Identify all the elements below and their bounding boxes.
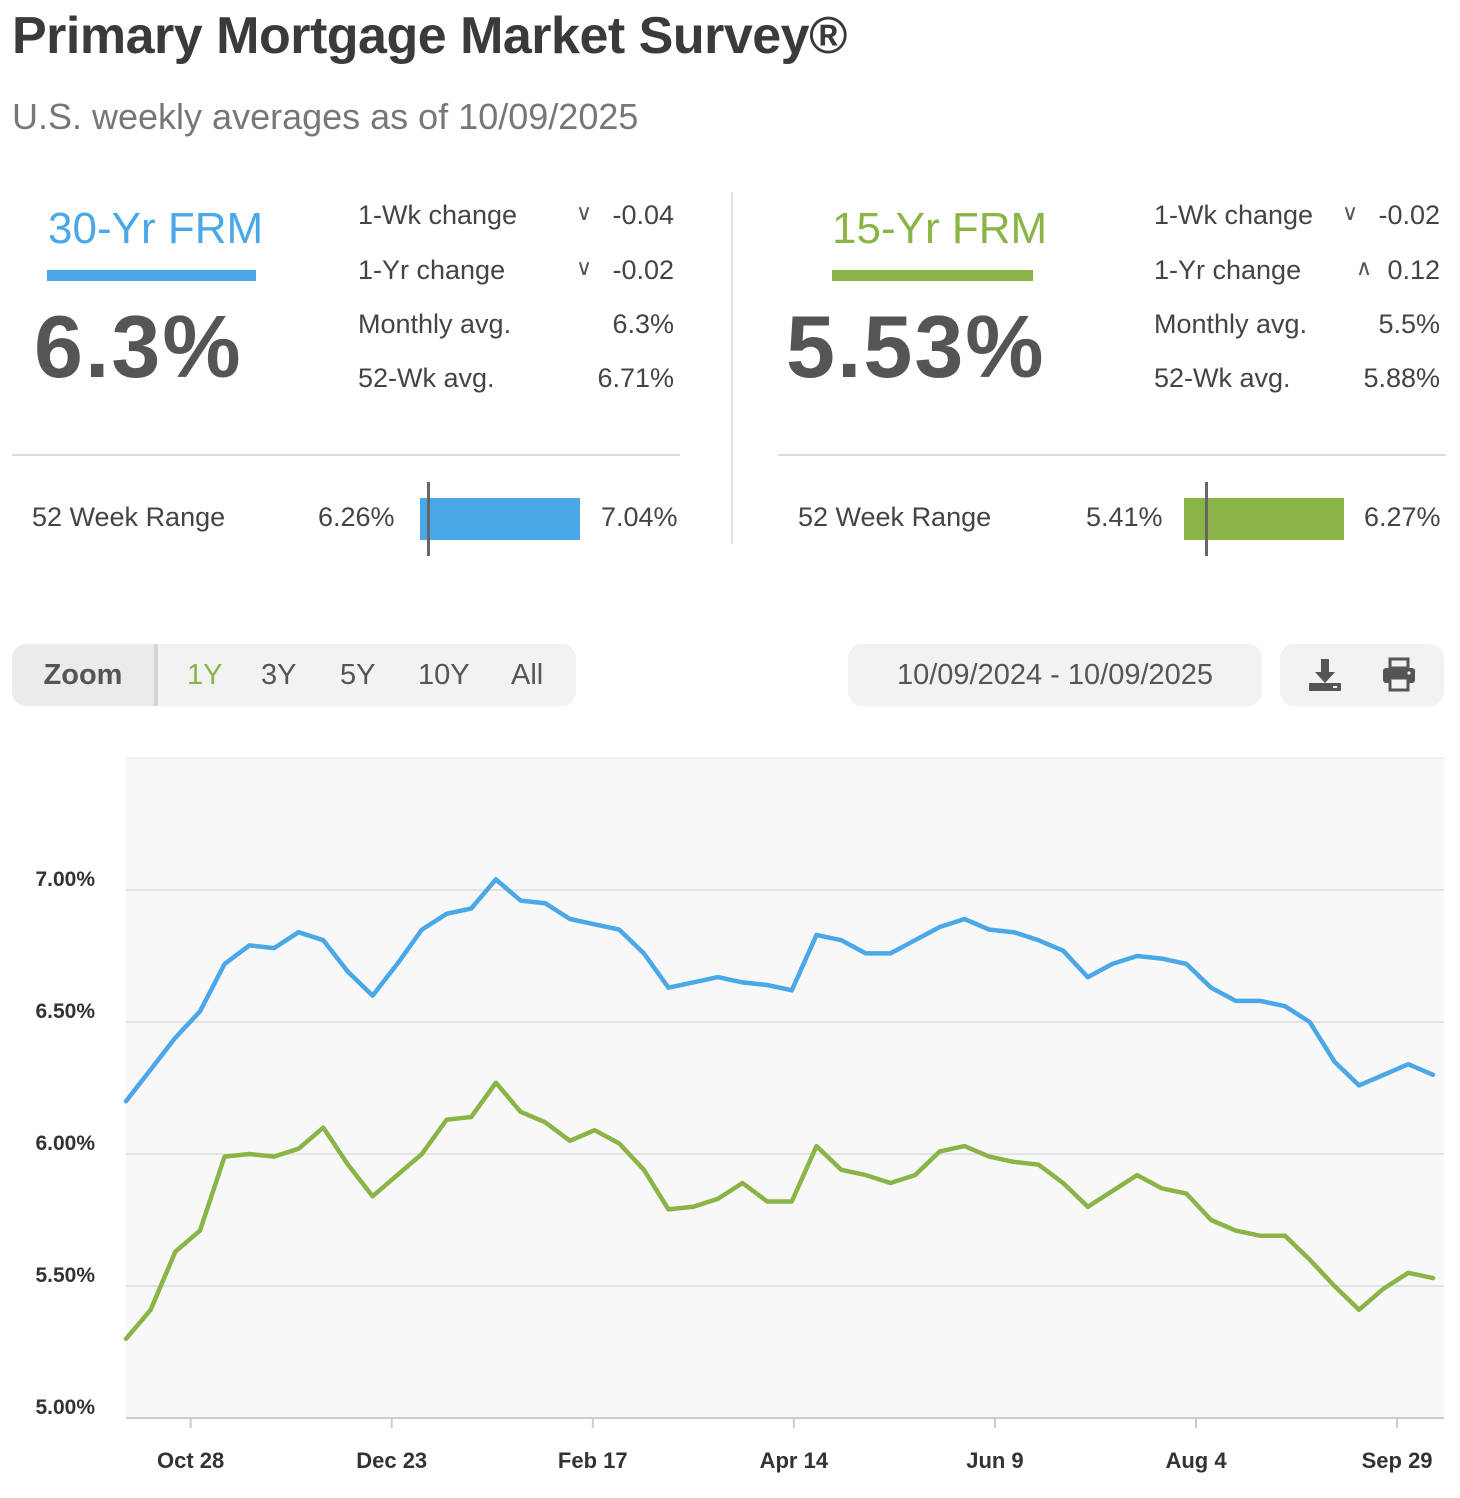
stat-label: 1-Yr change	[358, 255, 506, 285]
frm15-stat-row: Monthly avg. 5.5%	[1154, 309, 1440, 349]
30-yr-frm-series-line	[123, 877, 1436, 1104]
frm15-range-max: 6.27%	[1364, 502, 1441, 532]
chart-tools	[1280, 644, 1444, 706]
frm15-underline	[832, 270, 1033, 281]
panel-divider	[731, 192, 733, 544]
y-tick-label: 5.00%	[35, 1396, 95, 1419]
frm30-name[interactable]: 30-Yr FRM	[48, 204, 264, 253]
frm15-stat-row: 52-Wk avg. 5.88%	[1154, 363, 1440, 403]
frm30-range-bar	[420, 498, 580, 540]
y-tick-label: 6.00%	[35, 1132, 95, 1155]
x-tick-label: Apr 14	[760, 1448, 829, 1473]
stat-label: Monthly avg.	[358, 309, 512, 339]
frm30-stat-row: 52-Wk avg. 6.71%	[358, 363, 674, 403]
stat-label: 1-Wk change	[358, 200, 518, 230]
x-tick-label: Oct 28	[157, 1448, 224, 1473]
stat-value: 6.71%	[597, 363, 674, 393]
print-icon[interactable]	[1380, 656, 1418, 694]
chevron-up-icon: ∧	[1355, 255, 1373, 280]
frm30-range-max: 7.04%	[601, 502, 678, 532]
stat-label: 52-Wk avg.	[1154, 363, 1291, 393]
frm15-range-marker	[1204, 482, 1208, 556]
zoom-control: Zoom 1Y 3Y 5Y 10Y All	[12, 644, 576, 706]
chevron-down-icon: ∨	[1341, 200, 1359, 225]
rate-history-chart[interactable]: 5.00% 5.50% 6.00% 6.50% 7.00% Oct 28 Dec 23 Feb…	[0, 740, 1460, 1498]
stat-value: -0.02	[612, 255, 674, 285]
x-tick-label: Sep 29	[1362, 1448, 1433, 1473]
zoom-option-3y[interactable]: 3Y	[261, 659, 297, 691]
frm15-rate: 5.53%	[786, 297, 1046, 396]
stat-value: 5.5%	[1378, 309, 1440, 339]
frm30-stat-row: Monthly avg. 6.3%	[358, 309, 674, 349]
x-tick-label: Dec 23	[356, 1448, 427, 1473]
stat-value: -0.02	[1378, 200, 1440, 230]
date-range-display[interactable]: 10/09/2024 - 10/09/2025	[848, 644, 1262, 706]
frm15-panel: 15-Yr FRM 5.53% 1-Wk change ∨ -0.02 1-Yr…	[778, 190, 1446, 556]
frm30-rate: 6.3%	[34, 297, 243, 396]
stat-value: 5.88%	[1363, 363, 1440, 393]
page-title: Primary Mortgage Market Survey®	[12, 7, 847, 65]
x-tick-label: Jun 9	[966, 1448, 1023, 1473]
frm30-panel: 30-Yr FRM 6.3% 1-Wk change ∨ -0.04 1-Yr …	[12, 190, 680, 556]
page-subtitle: U.S. weekly averages as of 10/09/2025	[12, 96, 639, 137]
stat-value: 6.3%	[612, 309, 674, 339]
frm15-name[interactable]: 15-Yr FRM	[832, 204, 1048, 253]
plot-area	[126, 758, 1444, 1418]
frm30-stat-row: 1-Yr change ∨ -0.02	[358, 255, 674, 295]
frm15-stat-row: 1-Yr change ∧ 0.12	[1154, 255, 1440, 295]
frm30-underline	[47, 270, 256, 281]
y-tick-label: 6.50%	[35, 1000, 95, 1023]
y-tick-label: 7.00%	[35, 868, 95, 891]
download-icon[interactable]	[1306, 656, 1344, 694]
x-tick-label: Feb 17	[558, 1448, 628, 1473]
frm15-range-bar	[1184, 498, 1344, 540]
15-yr-frm-series-line	[123, 1080, 1436, 1342]
frm15-range-label: 52 Week Range	[798, 502, 992, 532]
stat-value: 0.12	[1387, 255, 1440, 285]
frm30-range-min: 6.26%	[318, 502, 395, 532]
stat-label: 1-Wk change	[1154, 200, 1314, 230]
zoom-option-10y[interactable]: 10Y	[418, 659, 470, 691]
zoom-option-5y[interactable]: 5Y	[340, 659, 376, 691]
frm15-range-min: 5.41%	[1086, 502, 1163, 532]
stat-value: -0.04	[612, 200, 674, 230]
stat-label: 52-Wk avg.	[358, 363, 495, 393]
frm30-range-marker	[426, 482, 430, 556]
divider	[778, 454, 1446, 456]
divider	[12, 454, 680, 456]
chevron-down-icon: ∨	[575, 200, 593, 225]
zoom-option-all[interactable]: All	[511, 659, 544, 691]
chevron-down-icon: ∨	[575, 255, 593, 280]
stat-label: Monthly avg.	[1154, 309, 1308, 339]
x-tick-label: Aug 4	[1165, 1448, 1227, 1473]
stat-label: 1-Yr change	[1154, 255, 1302, 285]
frm15-stat-row: 1-Wk change ∨ -0.02	[1154, 200, 1440, 240]
frm30-range-label: 52 Week Range	[32, 502, 226, 532]
zoom-label: Zoom	[12, 644, 158, 706]
zoom-option-1y[interactable]: 1Y	[187, 659, 223, 691]
frm30-stat-row: 1-Wk change ∨ -0.04	[358, 200, 674, 240]
y-tick-label: 5.50%	[35, 1264, 95, 1287]
